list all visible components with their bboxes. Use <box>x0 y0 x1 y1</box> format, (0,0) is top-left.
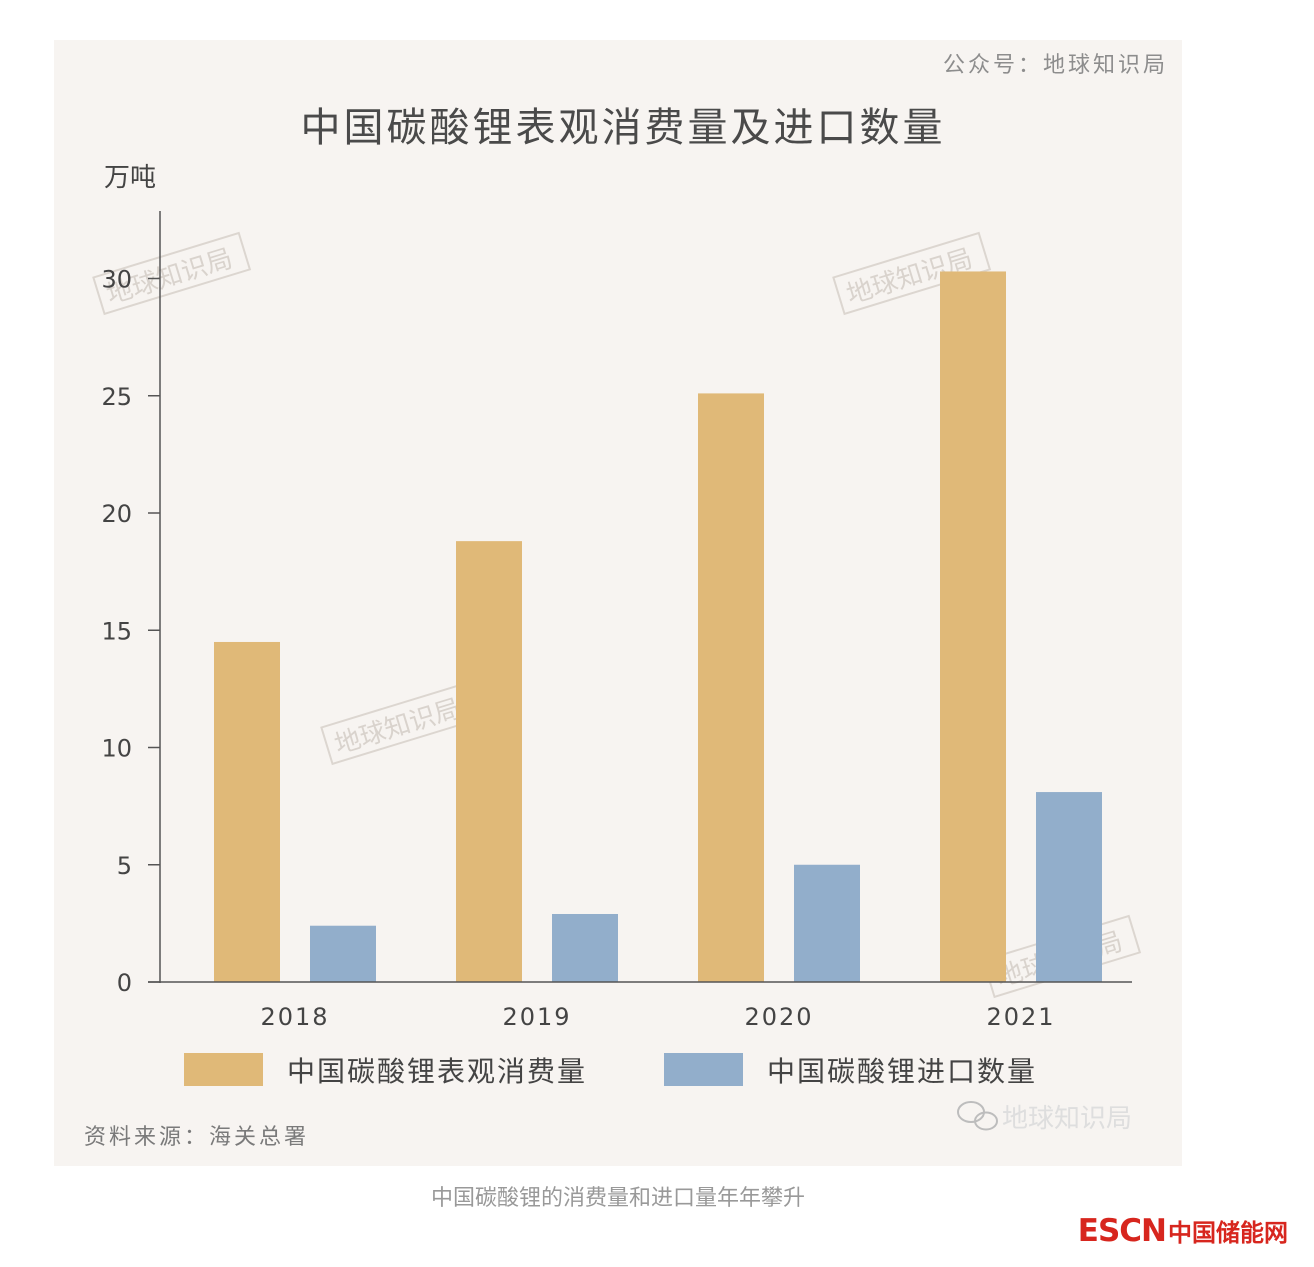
y-tick-label: 0 <box>117 969 132 997</box>
y-tick-label: 10 <box>101 735 132 763</box>
chart-title: 中国碳酸锂表观消费量及进口数量 <box>301 105 946 151</box>
watermark-frame <box>92 231 252 316</box>
account-label: 公众号：地球知识局 <box>943 53 1168 78</box>
legend-label: 中国碳酸锂表观消费量 <box>287 1055 587 1088</box>
bars <box>214 271 1102 983</box>
brand-escn: ESCN <box>1077 1213 1167 1249</box>
figure-caption: 中国碳酸锂的消费量和进口量年年攀升 <box>430 1186 805 1211</box>
bar-import-2018 <box>310 925 376 982</box>
wechat-logo: 地球知识局 <box>957 1101 1132 1134</box>
y-axis: 0 5 10 15 20 25 30 <box>101 211 161 997</box>
x-tick-label: 2018 <box>260 1003 329 1031</box>
x-tick-label: 2020 <box>744 1003 813 1031</box>
bar-consumption-2021 <box>940 271 1006 983</box>
x-axis: 2018 2019 2020 2021 <box>148 981 1132 1031</box>
watermark-frame <box>832 231 992 316</box>
legend-swatch <box>664 1053 743 1086</box>
bar-consumption-2020 <box>698 393 764 982</box>
escn-logo: ESCN 中国储能网 <box>1078 1213 1288 1249</box>
legend: 中国碳酸锂表观消费量 中国碳酸锂进口数量 <box>184 1053 1037 1088</box>
bar-import-2019 <box>552 913 618 982</box>
bar-consumption-2018 <box>214 641 280 982</box>
y-tick-label: 30 <box>101 266 132 294</box>
y-axis-unit: 万吨 <box>104 163 156 193</box>
x-tick-label: 2019 <box>502 1003 571 1031</box>
wechat-account-name: 地球知识局 <box>1002 1104 1132 1134</box>
x-tick-label: 2021 <box>986 1003 1055 1031</box>
legend-swatch <box>184 1053 263 1086</box>
chart-card: 公众号：地球知识局 中国碳酸锂表观消费量及进口数量 万吨 地球知识局 地球知识局地… <box>54 40 1182 1166</box>
bar-import-2020 <box>794 864 860 982</box>
bar-consumption-2019 <box>456 541 522 982</box>
y-tick-label: 20 <box>101 500 132 528</box>
bar-import-2021 <box>1036 792 1102 982</box>
legend-item: 中国碳酸锂进口数量 <box>664 1053 1037 1088</box>
y-tick-label: 15 <box>101 617 132 645</box>
legend-item: 中国碳酸锂表观消费量 <box>184 1053 587 1088</box>
wechat-icon <box>957 1101 998 1131</box>
y-tick-label: 5 <box>117 852 132 880</box>
y-tick-label: 25 <box>101 383 132 411</box>
brand-cn: 中国储能网 <box>1168 1219 1288 1247</box>
source-note: 资料来源：海关总署 <box>84 1125 309 1150</box>
legend-label: 中国碳酸锂进口数量 <box>767 1055 1037 1088</box>
watermark: 地球知识局 <box>320 681 480 766</box>
chart-canvas: 公众号：地球知识局 中国碳酸锂表观消费量及进口数量 万吨 地球知识局地球知识局地… <box>84 53 1168 1150</box>
